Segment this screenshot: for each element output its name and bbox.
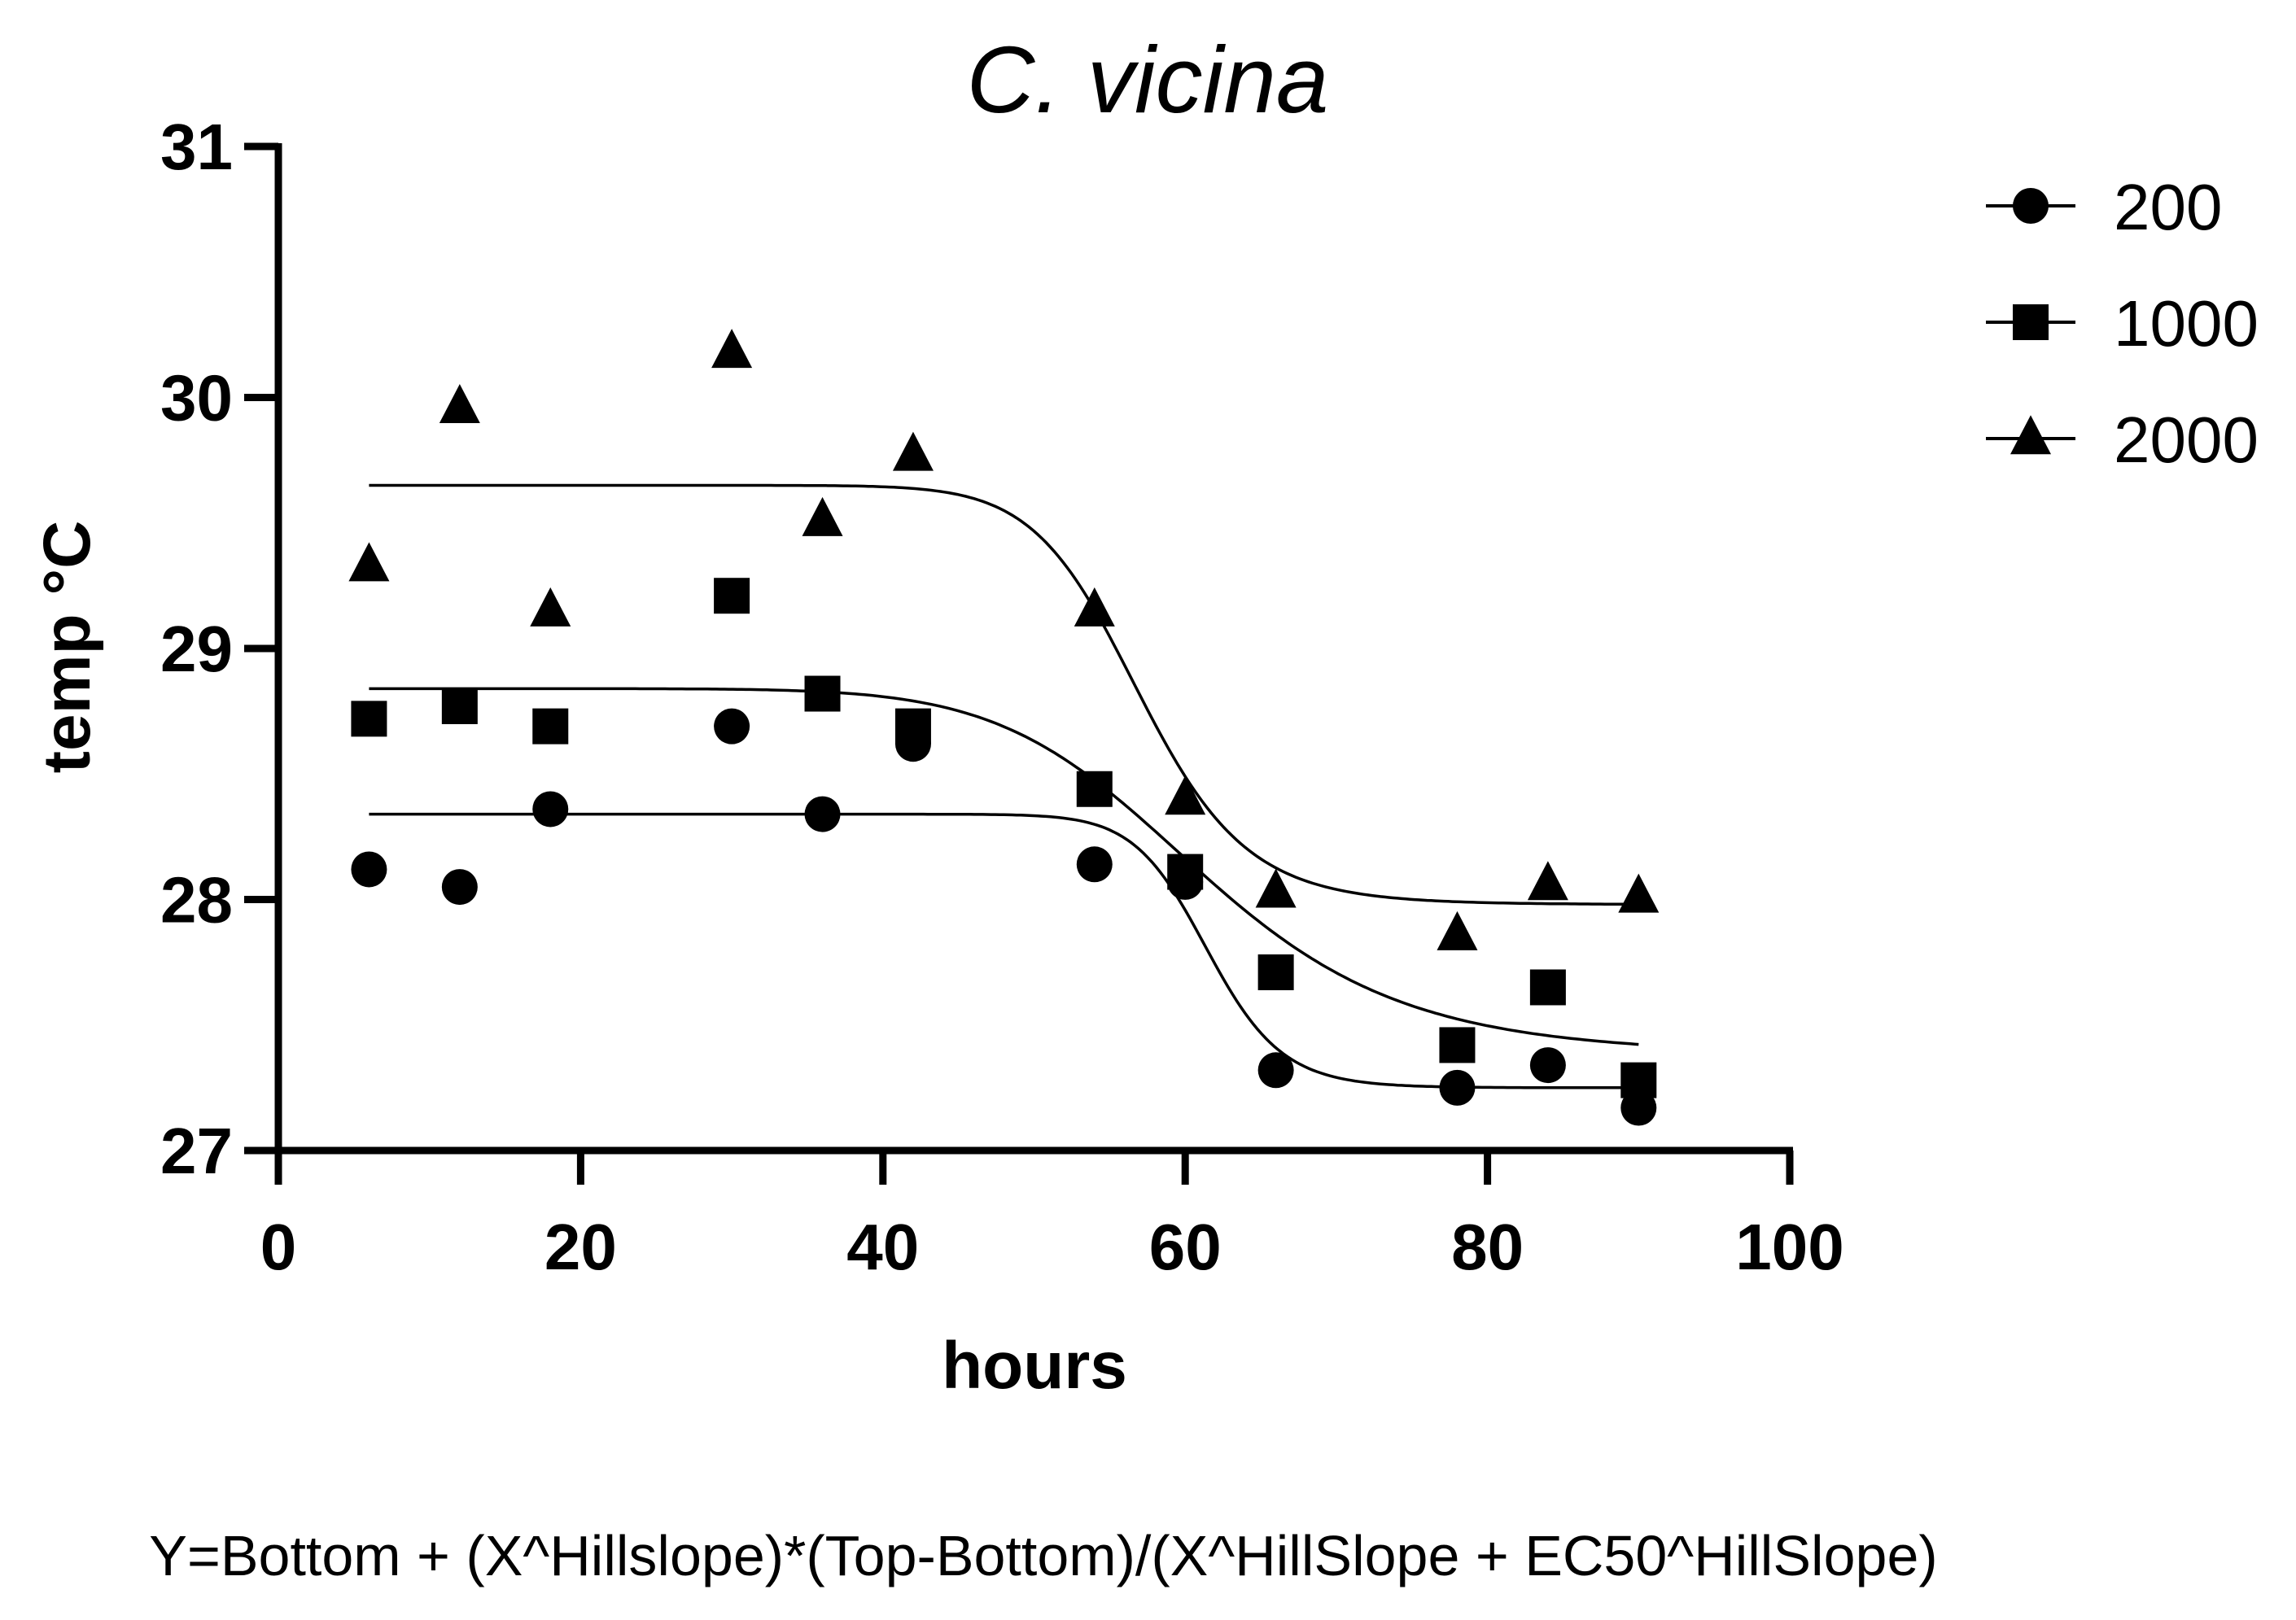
x-tick-label: 20 xyxy=(544,1211,617,1283)
data-point-1000 xyxy=(1529,969,1566,1006)
legend: 200 1000 2000 xyxy=(1986,171,2259,476)
x-tick-label: 80 xyxy=(1451,1211,1524,1283)
data-point-200 xyxy=(441,869,478,906)
y-tick-label: 31 xyxy=(160,111,233,183)
legend-label-200: 200 xyxy=(2114,171,2222,243)
fit-curve-1000 xyxy=(369,687,1639,1046)
data-point-200 xyxy=(804,796,841,832)
data-point-200 xyxy=(351,851,387,888)
data-point-200 xyxy=(1620,1089,1657,1126)
data-point-2000 xyxy=(530,587,571,627)
data-point-2000 xyxy=(711,329,753,369)
fit-curve-200 xyxy=(369,812,1639,1089)
legend-marker-200 xyxy=(2013,188,2049,224)
data-point-2000 xyxy=(1618,873,1660,913)
data-point-2000 xyxy=(1165,775,1206,815)
plot-area xyxy=(348,329,1660,1126)
chart-title: C. vicina xyxy=(967,27,1329,133)
data-point-2000 xyxy=(1255,868,1297,908)
legend-label-1000: 1000 xyxy=(2114,287,2259,360)
data-point-200 xyxy=(714,708,750,745)
x-tick-label: 0 xyxy=(260,1211,297,1283)
data-point-2000 xyxy=(1074,587,1115,627)
x-tick-label: 100 xyxy=(1735,1211,1843,1283)
fit-curve-2000 xyxy=(369,483,1639,906)
data-point-1000 xyxy=(894,708,931,745)
y-axis-ticks: 27 28 29 30 31 xyxy=(160,111,278,1187)
data-point-1000 xyxy=(532,708,569,745)
data-point-2000 xyxy=(348,542,390,582)
data-point-200 xyxy=(1076,846,1113,883)
data-point-1000 xyxy=(714,578,750,614)
data-point-200 xyxy=(1529,1047,1566,1084)
data-point-2000 xyxy=(892,431,934,471)
data-point-2000 xyxy=(1437,910,1478,950)
data-point-200 xyxy=(1257,1052,1294,1089)
data-point-200 xyxy=(1439,1069,1476,1106)
fit-equation: Y=Bottom + (X^Hillslope)*(Top-Bottom)/(X… xyxy=(149,1524,1937,1587)
data-point-2000 xyxy=(439,384,480,424)
legend-label-2000: 2000 xyxy=(2114,404,2259,476)
legend-marker-1000 xyxy=(2013,304,2049,340)
y-tick-label: 30 xyxy=(160,362,233,434)
y-axis-title: temp °C xyxy=(30,521,104,774)
x-axis-ticks: 0 20 40 60 80 100 xyxy=(260,1151,1844,1283)
data-point-1000 xyxy=(1076,771,1113,807)
y-tick-label: 28 xyxy=(160,864,233,937)
data-point-2000 xyxy=(802,496,843,536)
data-point-200 xyxy=(532,791,569,827)
data-point-1000 xyxy=(804,675,841,712)
data-point-1000 xyxy=(1257,954,1294,990)
y-tick-label: 29 xyxy=(160,613,233,685)
legend-marker-2000 xyxy=(2010,415,2051,455)
x-tick-label: 60 xyxy=(1149,1211,1222,1283)
data-point-1000 xyxy=(351,701,387,737)
data-point-2000 xyxy=(1527,861,1568,901)
data-point-1000 xyxy=(1439,1027,1476,1063)
y-tick-label: 27 xyxy=(160,1115,233,1187)
x-tick-label: 40 xyxy=(846,1211,919,1283)
data-point-1000 xyxy=(1167,854,1204,890)
x-axis-title: hours xyxy=(942,1329,1127,1403)
data-point-1000 xyxy=(441,688,478,724)
data-point-1000 xyxy=(1620,1062,1657,1098)
